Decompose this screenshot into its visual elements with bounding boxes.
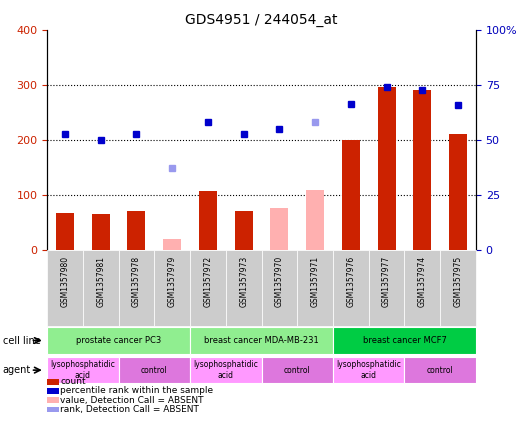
Text: GSM1357980: GSM1357980	[61, 255, 70, 307]
Bar	[306, 190, 324, 250]
Text: prostate cancer PC3: prostate cancer PC3	[76, 336, 161, 345]
Text: lysophosphatidic
acid: lysophosphatidic acid	[50, 360, 115, 380]
Bar	[128, 211, 145, 250]
FancyBboxPatch shape	[154, 250, 190, 326]
Text: agent: agent	[3, 365, 31, 375]
FancyBboxPatch shape	[47, 327, 190, 354]
Bar	[413, 90, 431, 250]
Bar	[378, 88, 395, 250]
Bar	[235, 211, 253, 250]
FancyBboxPatch shape	[190, 357, 262, 383]
FancyBboxPatch shape	[226, 250, 262, 326]
Text: GSM1357974: GSM1357974	[418, 255, 427, 307]
Bar	[199, 191, 217, 250]
Bar	[163, 239, 181, 250]
Text: value, Detection Call = ABSENT: value, Detection Call = ABSENT	[60, 396, 203, 405]
Bar	[449, 134, 467, 250]
Title: GDS4951 / 244054_at: GDS4951 / 244054_at	[185, 13, 338, 27]
Text: GSM1357977: GSM1357977	[382, 255, 391, 307]
Text: breast cancer MDA-MB-231: breast cancer MDA-MB-231	[204, 336, 319, 345]
Text: percentile rank within the sample: percentile rank within the sample	[60, 386, 213, 396]
FancyBboxPatch shape	[47, 357, 119, 383]
Text: GSM1357979: GSM1357979	[168, 255, 177, 307]
Text: control: control	[427, 365, 453, 375]
Text: control: control	[284, 365, 311, 375]
Bar	[92, 214, 110, 250]
FancyBboxPatch shape	[333, 327, 476, 354]
Text: lysophosphatidic
acid: lysophosphatidic acid	[336, 360, 401, 380]
FancyBboxPatch shape	[119, 250, 154, 326]
Text: GSM1357976: GSM1357976	[346, 255, 355, 307]
FancyBboxPatch shape	[262, 357, 333, 383]
Text: rank, Detection Call = ABSENT: rank, Detection Call = ABSENT	[60, 405, 199, 414]
Text: GSM1357981: GSM1357981	[96, 255, 105, 307]
Text: cell line: cell line	[3, 335, 40, 346]
FancyBboxPatch shape	[119, 357, 190, 383]
Text: GSM1357971: GSM1357971	[311, 255, 320, 307]
Bar	[342, 140, 360, 250]
FancyBboxPatch shape	[297, 250, 333, 326]
FancyBboxPatch shape	[262, 250, 297, 326]
Text: count: count	[60, 377, 86, 386]
Text: control: control	[141, 365, 168, 375]
Text: GSM1357970: GSM1357970	[275, 255, 284, 307]
Text: GSM1357975: GSM1357975	[453, 255, 462, 307]
Text: lysophosphatidic
acid: lysophosphatidic acid	[194, 360, 258, 380]
Bar	[270, 209, 288, 250]
Bar	[56, 213, 74, 250]
FancyBboxPatch shape	[369, 250, 404, 326]
Text: GSM1357972: GSM1357972	[203, 255, 212, 307]
FancyBboxPatch shape	[190, 250, 226, 326]
FancyBboxPatch shape	[404, 357, 476, 383]
Text: GSM1357973: GSM1357973	[239, 255, 248, 307]
FancyBboxPatch shape	[404, 250, 440, 326]
FancyBboxPatch shape	[333, 357, 404, 383]
FancyBboxPatch shape	[47, 250, 83, 326]
Text: GSM1357978: GSM1357978	[132, 255, 141, 307]
Text: breast cancer MCF7: breast cancer MCF7	[362, 336, 447, 345]
FancyBboxPatch shape	[333, 250, 369, 326]
FancyBboxPatch shape	[83, 250, 119, 326]
FancyBboxPatch shape	[440, 250, 476, 326]
FancyBboxPatch shape	[190, 327, 333, 354]
